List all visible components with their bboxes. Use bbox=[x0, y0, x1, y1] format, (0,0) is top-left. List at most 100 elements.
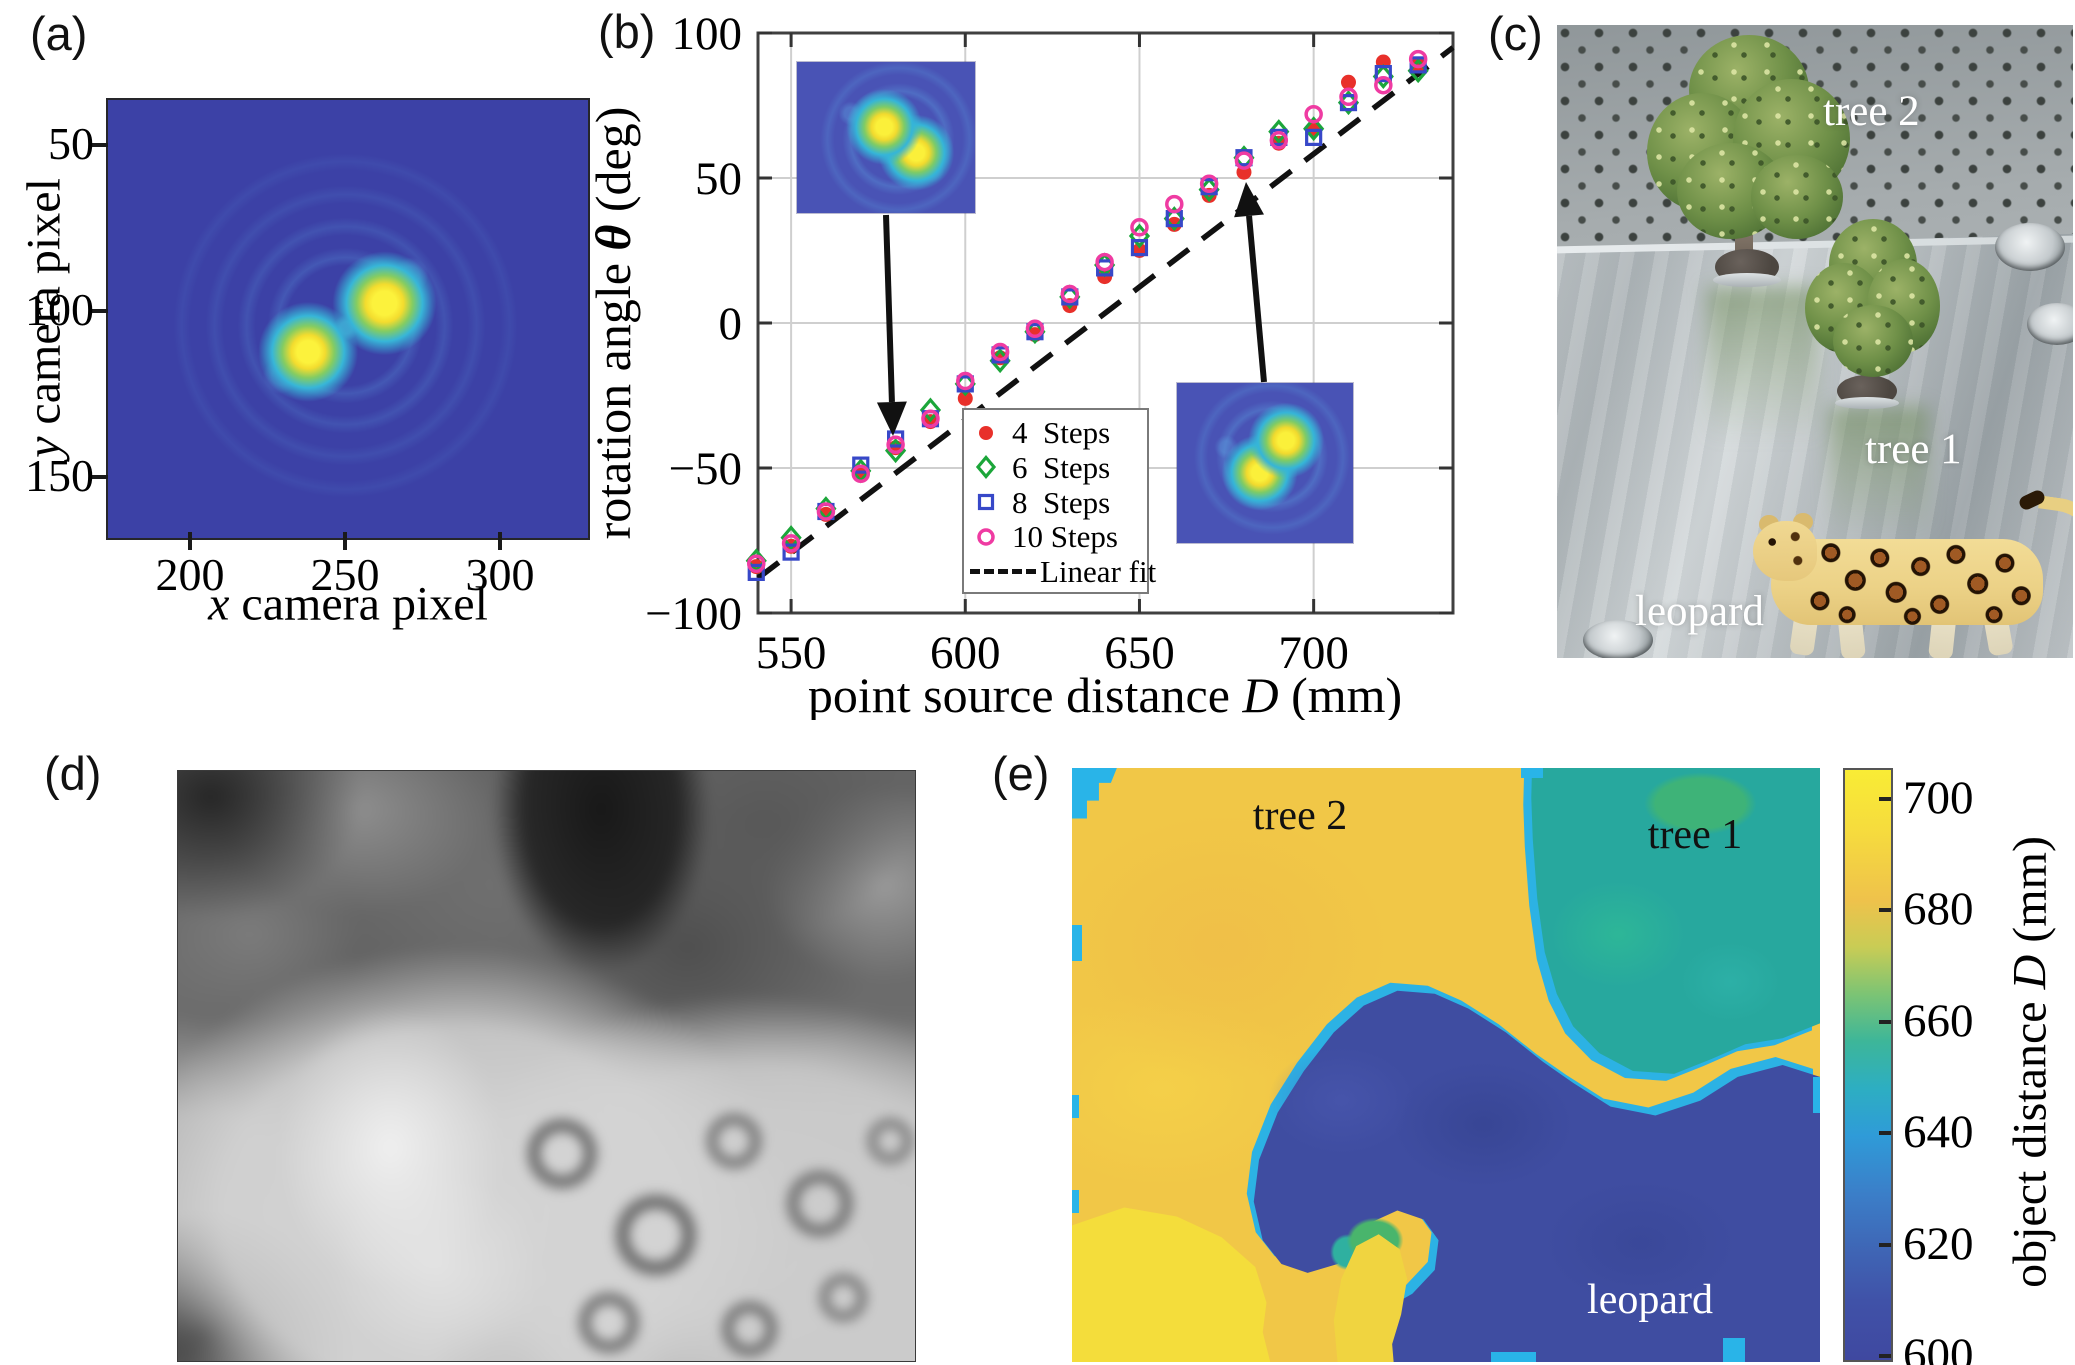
legend-label: 4 Steps bbox=[1012, 415, 1111, 450]
colorbar-label-var: D bbox=[2003, 954, 2057, 990]
colorbar-tick-label: 600 bbox=[1903, 1329, 1974, 1365]
tick-marks bbox=[758, 31, 1453, 615]
series-10-steps bbox=[747, 49, 1428, 573]
panel-b-letter: (b) bbox=[598, 5, 656, 58]
panel-a-ytick-label: 150 bbox=[25, 450, 94, 501]
colorbar-tick-mark bbox=[1879, 1242, 1891, 1247]
tree1-base-ring bbox=[1835, 397, 1899, 409]
depth-cyan-notch bbox=[1072, 1189, 1080, 1214]
table-hole bbox=[1995, 223, 2065, 271]
depth-cyan-notch bbox=[1072, 1094, 1080, 1119]
linear-fit-line bbox=[756, 45, 1455, 581]
map-label-tree1: tree 1 bbox=[1647, 812, 1743, 858]
psf-camera-image bbox=[106, 98, 590, 540]
square-open-legend-marker bbox=[977, 493, 995, 511]
ytick-label: 0 bbox=[719, 298, 743, 350]
chart-ylabel: rotation angle θ (deg) bbox=[585, 107, 641, 540]
legend-row: 10 Steps bbox=[970, 521, 1143, 552]
arrow-to-inset2-point bbox=[1234, 182, 1267, 383]
panel-c-letter: (c) bbox=[1488, 7, 1543, 60]
depth-colorbar bbox=[1843, 768, 1893, 1362]
xtick-label: 700 bbox=[1278, 627, 1349, 679]
depth-green-cap bbox=[1072, 768, 1820, 1362]
panel-a-ytick-label: 50 bbox=[48, 118, 94, 169]
xtick-label: 600 bbox=[930, 627, 1001, 679]
ytick-label: −100 bbox=[645, 588, 742, 640]
panel-a-xlabel: x camera pixel bbox=[208, 577, 488, 632]
defocused-texture bbox=[178, 771, 915, 1361]
colorbar-tick-mark bbox=[1879, 1131, 1891, 1136]
depth-cyan-notch bbox=[1490, 1352, 1536, 1362]
psf-inset-positive-angle bbox=[1177, 383, 1353, 543]
panel-a-xtick-mark bbox=[188, 532, 192, 550]
chart-legend: 4 Steps 6 Steps 8 Steps 10 Steps Linear fit bbox=[962, 408, 1156, 594]
colorbar-tick-label: 660 bbox=[1903, 994, 1974, 1047]
panel-a-ytick-mark bbox=[90, 309, 108, 313]
map-label-leopard: leopard bbox=[1587, 1277, 1713, 1323]
leopard-toy bbox=[1753, 488, 2073, 658]
colorbar-tick-mark bbox=[1879, 908, 1891, 913]
tree1-canopy-blob bbox=[1833, 305, 1913, 377]
depth-cyan-notch bbox=[1072, 925, 1082, 962]
chart-xlabel: point source distance D (mm) bbox=[808, 667, 1402, 720]
panel-a-xtick-mark bbox=[343, 532, 347, 550]
tree2-reflection bbox=[1707, 287, 1819, 442]
tree2-base-ring bbox=[1713, 273, 1781, 287]
xtick-label: 650 bbox=[1104, 627, 1175, 679]
map-label-tree2: tree 2 bbox=[1252, 793, 1348, 839]
panel-a-ytick-mark bbox=[90, 143, 108, 147]
colorbar-tick-mark bbox=[1879, 1019, 1891, 1024]
psf-inset-negative-angle bbox=[797, 62, 975, 213]
legend-row: 8 Steps bbox=[970, 487, 1143, 518]
legend-label: Linear fit bbox=[1040, 554, 1157, 589]
photo-label-tree2: tree 2 bbox=[1823, 88, 1920, 135]
ytick-label: 100 bbox=[672, 8, 743, 60]
panel-a-xtick-mark bbox=[498, 532, 502, 550]
legend-row-linear-fit: Linear fit bbox=[970, 556, 1156, 587]
arrow-to-inset1-point bbox=[876, 214, 907, 436]
tree1-reflection bbox=[1829, 407, 1929, 539]
panel-a-letter: (a) bbox=[30, 7, 88, 60]
colorbar-label-post: (mm) bbox=[2003, 836, 2057, 955]
panel-a-ytick-label: 100 bbox=[25, 284, 94, 335]
dashed-line-sample bbox=[970, 569, 1036, 574]
ytick-label: −50 bbox=[668, 443, 742, 495]
scene-photo: tree 2 tree 1 leopard bbox=[1557, 25, 2073, 658]
panel-a-xlabel-rest: camera pixel bbox=[229, 577, 488, 631]
colorbar-tick-label: 700 bbox=[1903, 772, 1974, 824]
colorbar-label-pre: object distance bbox=[2003, 989, 2057, 1288]
defocused-scene-image bbox=[177, 770, 916, 1362]
legend-label: 8 Steps bbox=[1012, 484, 1111, 520]
panel-a-xtick-label: 300 bbox=[465, 549, 535, 600]
tree2-canopy-blob bbox=[1751, 155, 1843, 239]
panel-d-letter: (d) bbox=[44, 747, 102, 800]
colorbar-tick-label: 620 bbox=[1903, 1217, 1974, 1270]
panel-a-xtick-label: 200 bbox=[155, 549, 225, 600]
depth-cyan-notch bbox=[1812, 1076, 1820, 1113]
tree-1-model bbox=[1805, 219, 1940, 409]
photo-label-leopard: leopard bbox=[1635, 588, 1764, 635]
tree-2-model bbox=[1647, 35, 1850, 291]
tick-labels: 550 600 650 700 −100 −50 0 50 100 bbox=[645, 8, 1349, 679]
leopard-head bbox=[1753, 521, 1817, 581]
colorbar-tick-mark bbox=[1879, 797, 1891, 801]
depth-cyan-notch bbox=[1722, 1338, 1746, 1362]
legend-row: 6 Steps bbox=[970, 452, 1143, 483]
table-hole bbox=[2027, 303, 2073, 345]
table-hole bbox=[1583, 620, 1653, 658]
colorbar-tick-label: 640 bbox=[1903, 1106, 1974, 1159]
circle-filled-legend-marker bbox=[979, 425, 993, 440]
legend-label: 6 Steps bbox=[1012, 449, 1111, 485]
diamond-open-legend-marker bbox=[975, 455, 997, 480]
legend-label: 10 Steps bbox=[1012, 519, 1118, 555]
rotation-angle-chart: 550 600 650 700 −100 −50 0 50 100 point source di… bbox=[585, 8, 1455, 720]
colorbar-tick-label: 680 bbox=[1903, 883, 1974, 936]
legend-row: 4 Steps bbox=[970, 417, 1143, 448]
panel-e-letter: (e) bbox=[992, 747, 1050, 800]
circle-open-legend-marker bbox=[977, 528, 995, 546]
colorbar-label: object distance D (mm) bbox=[2003, 836, 2058, 1288]
panel-a-ytick-mark bbox=[90, 475, 108, 479]
depth-map: tree 2 tree 1 leopard bbox=[1072, 768, 1820, 1362]
panel-a-xlabel-var: x bbox=[208, 577, 230, 631]
